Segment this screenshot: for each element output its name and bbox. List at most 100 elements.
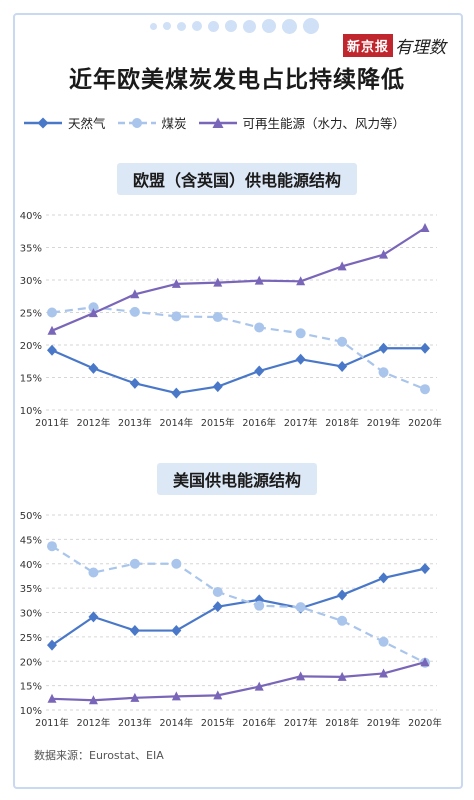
us-gas-line	[51, 567, 426, 647]
eu-y-tick-label: 40%	[20, 211, 42, 222]
us-x-tick-label: 2014年	[159, 717, 193, 729]
eu-coal-point	[378, 367, 389, 378]
eu-renewable-point	[420, 223, 430, 232]
decorative-dots	[150, 18, 319, 34]
legend-coal-marker-icon	[117, 117, 156, 128]
us-renewable-point	[47, 693, 57, 703]
eu-gas-point	[171, 387, 182, 399]
brand-box: 新京报	[343, 34, 394, 57]
us-renewable-point	[296, 671, 306, 681]
us-coal-point	[47, 541, 57, 552]
us-renewable-point	[130, 692, 140, 702]
eu-x-tick-label: 2017年	[284, 417, 318, 429]
eu-gas-point	[378, 342, 389, 354]
eu-renewable-point	[337, 261, 347, 271]
eu-gas-point	[420, 342, 430, 354]
us-coal-point	[129, 558, 140, 569]
us-y-tick-label: 50%	[20, 511, 42, 522]
us-renewable-point	[420, 657, 430, 667]
eu-x-tick-label: 2019年	[367, 417, 401, 429]
us-renewable-line	[51, 661, 426, 702]
legend-item-coal: 煤炭	[116, 113, 187, 132]
eu-renewable-point	[296, 276, 306, 286]
us-gas-point	[88, 611, 99, 623]
us-y-tick-label: 45%	[20, 535, 42, 546]
eu-renewable-point	[171, 278, 181, 288]
eu-x-tick-label: 2015年	[201, 417, 235, 429]
eu-coal-point	[212, 312, 223, 323]
eu-y-tick-label: 10%	[20, 406, 42, 417]
us-gas-point	[420, 563, 430, 575]
us-y-tick-label: 30%	[20, 609, 42, 620]
us-x-tick-label: 2020年	[408, 717, 442, 729]
us-x-tick-label: 2017年	[284, 717, 318, 729]
eu-chart-title-text: 欧盟（含英国）供电能源结构	[116, 163, 357, 195]
eu-x-tick-label: 2020年	[408, 417, 442, 429]
eu-x-tick-label: 2014年	[159, 417, 193, 429]
brand-script: 有理数	[395, 38, 447, 58]
eu-renewable-point	[213, 277, 223, 287]
eu-coal-point	[337, 336, 348, 347]
us-x-tick-label: 2012年	[77, 717, 111, 729]
eu-coal-point	[47, 307, 57, 318]
us-gas-point	[254, 594, 265, 606]
us-x-tick-label: 2016年	[242, 717, 276, 729]
eu-gas-point	[47, 344, 57, 356]
us-y-tick-label: 15%	[20, 682, 42, 693]
eu-y-tick-label: 20%	[20, 341, 42, 352]
legend-item-renewable: 可再生能源（水力、风力等）	[197, 113, 406, 132]
us-coal-point	[295, 602, 306, 613]
eu-gas-point	[254, 365, 265, 377]
us-gas-point	[47, 639, 57, 651]
legend-label-gas: 天然气	[68, 116, 106, 131]
us-renewable-point	[88, 695, 98, 705]
eu-renewable-point	[47, 325, 57, 335]
page-title: 近年欧美煤炭发电占比持续降低	[69, 67, 405, 93]
eu-coal-line	[51, 306, 426, 391]
us-gas-point	[212, 601, 223, 613]
eu-y-tick-label: 25%	[20, 309, 42, 320]
eu-coal-point	[88, 302, 99, 313]
us-coal-point	[88, 567, 99, 578]
us-x-tick-label: 2013年	[118, 717, 152, 729]
border-frame	[13, 13, 463, 789]
eu-gas-point	[212, 381, 223, 393]
us-x-tick-label: 2018年	[325, 717, 359, 729]
us-renewable-point	[171, 691, 181, 701]
eu-energy-chart: 40% 35% 30% 25% 20% 15% 10%2011年 2012年 2013年 2014…	[20, 211, 443, 429]
us-coal-point	[378, 636, 389, 647]
us-x-tick-label: 2015年	[201, 717, 235, 729]
us-y-tick-label: 35%	[20, 584, 42, 595]
eu-coal-point	[129, 306, 140, 317]
legend-label-renewable: 可再生能源（水力、风力等）	[242, 116, 406, 131]
us-y-tick-label: 20%	[20, 657, 42, 668]
us-coal-point	[171, 558, 182, 569]
eu-x-tick-label: 2016年	[242, 417, 276, 429]
brand-logo: 新京报 有理数	[343, 33, 446, 58]
eu-x-tick-label: 2013年	[118, 417, 152, 429]
data-source: 数据来源：Eurostat、EIA	[34, 749, 164, 762]
us-chart-title: 美国供电能源结构	[0, 463, 474, 495]
eu-chart-title: 欧盟（含英国）供电能源结构	[0, 163, 474, 195]
us-renewable-point	[254, 681, 264, 691]
legend-label-coal: 煤炭	[161, 116, 187, 131]
eu-coal-point	[171, 311, 182, 322]
us-renewable-point	[379, 668, 389, 678]
eu-renewable-point	[130, 289, 140, 299]
us-coal-point	[212, 587, 223, 598]
us-renewable-point	[337, 671, 347, 681]
eu-gas-point	[129, 377, 140, 389]
eu-coal-point	[254, 322, 265, 333]
legend: 天然气 煤炭 可再生能源（水力、风力等）	[22, 113, 462, 132]
eu-x-tick-label: 2011年	[35, 417, 69, 429]
eu-renewable-point	[254, 275, 264, 285]
eu-y-tick-label: 30%	[20, 276, 42, 287]
eu-renewable-point	[379, 249, 389, 259]
legend-gas-marker-icon	[24, 117, 62, 128]
us-gas-point	[129, 625, 140, 637]
us-y-tick-label: 10%	[20, 706, 42, 717]
eu-coal-point	[295, 328, 306, 339]
us-y-tick-label: 25%	[20, 633, 42, 644]
us-x-tick-label: 2011年	[35, 717, 69, 729]
